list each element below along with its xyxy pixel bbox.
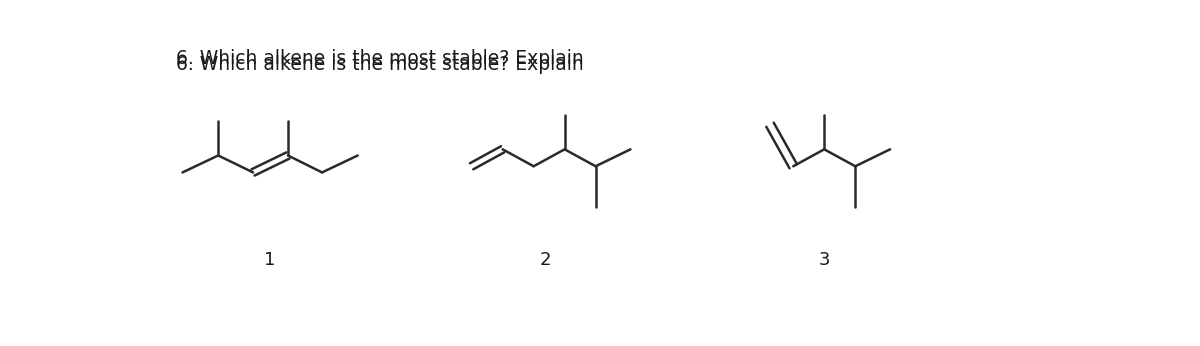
Text: 6. Which alkene is the most stable? Explain: 6. Which alkene is the most stable? Expl…	[176, 49, 583, 68]
Text: 6. Which alkene is the most stable? Explain: 6. Which alkene is the most stable? Expl…	[176, 55, 583, 74]
Text: 1: 1	[264, 251, 276, 269]
Text: 2: 2	[540, 251, 551, 269]
Text: 3: 3	[818, 251, 830, 269]
